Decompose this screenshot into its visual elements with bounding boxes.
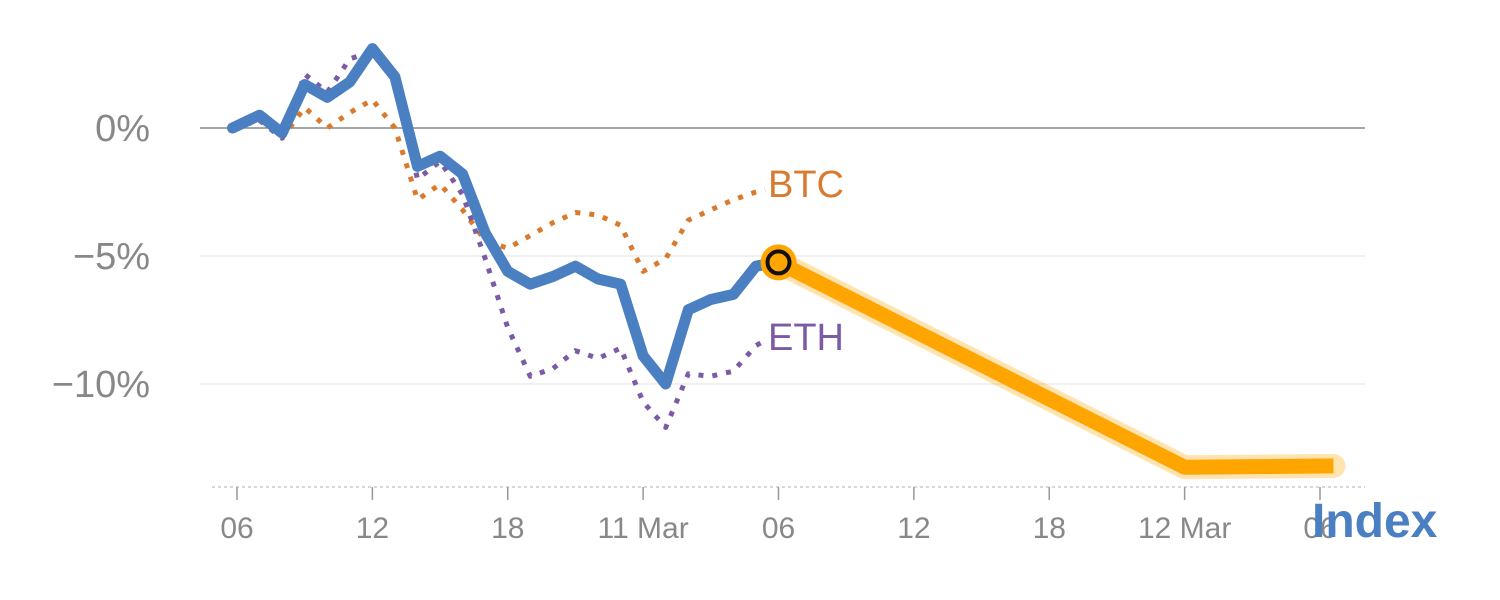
y-tick-label-2: −10% [52, 364, 150, 406]
projection-line [775, 255, 1334, 475]
x-tick-label-5: 12 [897, 512, 930, 545]
grid-layer: 0% −5% −10% [52, 108, 1365, 406]
eth-series-label: ETH [768, 317, 844, 359]
index-series-line [227, 43, 782, 390]
eth-series-line [231, 48, 767, 430]
btc-series-line [231, 97, 766, 274]
x-tick-label-6: 18 [1033, 512, 1066, 545]
label-layer: BTC ETH Index [768, 164, 1438, 548]
projection-glow [766, 250, 1346, 480]
btc-series-label: BTC [768, 164, 844, 206]
x-tick-label-0: 06 [220, 512, 253, 545]
marker-layer [760, 244, 797, 281]
x-tick-label-8: 06 [1303, 512, 1336, 545]
series-layer [227, 43, 1346, 480]
x-axis: 06 12 18 11 Mar 06 12 18 12 Mar 06 [212, 486, 1365, 545]
y-tick-label-0: 0% [95, 108, 150, 150]
x-tick-label-7: 12 Mar [1138, 512, 1231, 545]
x-tick-label-2: 18 [491, 512, 524, 545]
x-tick-label-1: 12 [356, 512, 389, 545]
x-tick-label-4: 06 [762, 512, 795, 545]
x-tick-label-3: 11 Mar [598, 512, 689, 545]
y-tick-label-1: −5% [73, 236, 150, 278]
highlight-marker [765, 249, 792, 276]
index-series-label: Index [1312, 495, 1438, 548]
